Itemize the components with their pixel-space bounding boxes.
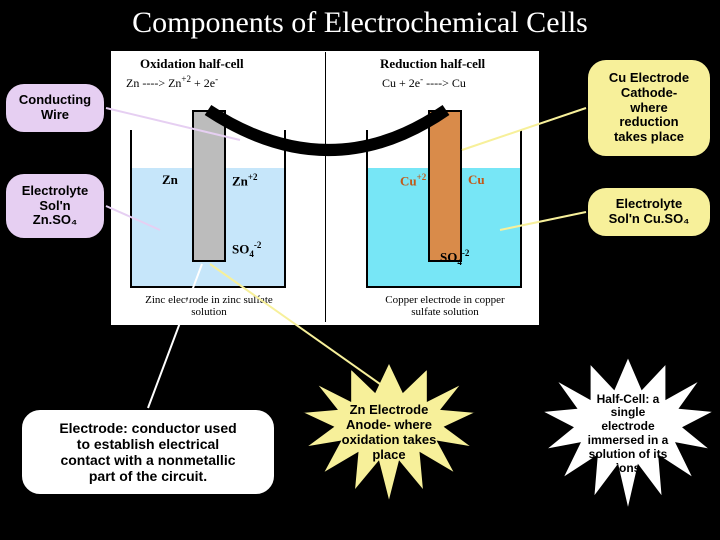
so4-left-label: SO4-2 <box>232 240 261 259</box>
so4-right-label: SO4-2 <box>440 248 469 267</box>
equation-right: Cu + 2e- ----> Cu <box>382 74 466 91</box>
zn-ion-label: Zn+2 <box>232 172 258 189</box>
cu-ion-label: Cu+2 <box>400 172 426 189</box>
equation-left: Zn ----> Zn+2 + 2e- <box>126 74 218 91</box>
callout-electrolyte-cu: Electrolyte Sol'n Cu.SO₄ <box>586 186 712 238</box>
reduction-half-label: Reduction half-cell <box>380 56 485 72</box>
callout-conducting-wire: Conducting Wire <box>4 82 106 134</box>
zn-label: Zn <box>162 172 178 188</box>
callout-electrolyte-zn: Electrolyte Sol'n Zn.SO₄ <box>4 172 106 240</box>
page-title: Components of Electrochemical Cells <box>0 0 720 40</box>
wire-arc <box>110 90 540 160</box>
caption-right: Copper electrode in copper sulfate solut… <box>370 294 520 318</box>
caption-left: Zinc electrode in zinc sulfate solution <box>134 294 284 318</box>
callout-electrode-def: Electrode: conductor used to establish e… <box>20 408 276 496</box>
oxidation-half-label: Oxidation half-cell <box>140 56 244 72</box>
burst-half-cell: Half-Cell: a single electrode immersed i… <box>540 352 716 516</box>
callout-cu-electrode: Cu Electrode Cathode- where reduction ta… <box>586 58 712 158</box>
cu-label: Cu <box>468 172 485 188</box>
burst-zn-anode: Zn Electrode Anode- where oxidation take… <box>300 358 478 508</box>
